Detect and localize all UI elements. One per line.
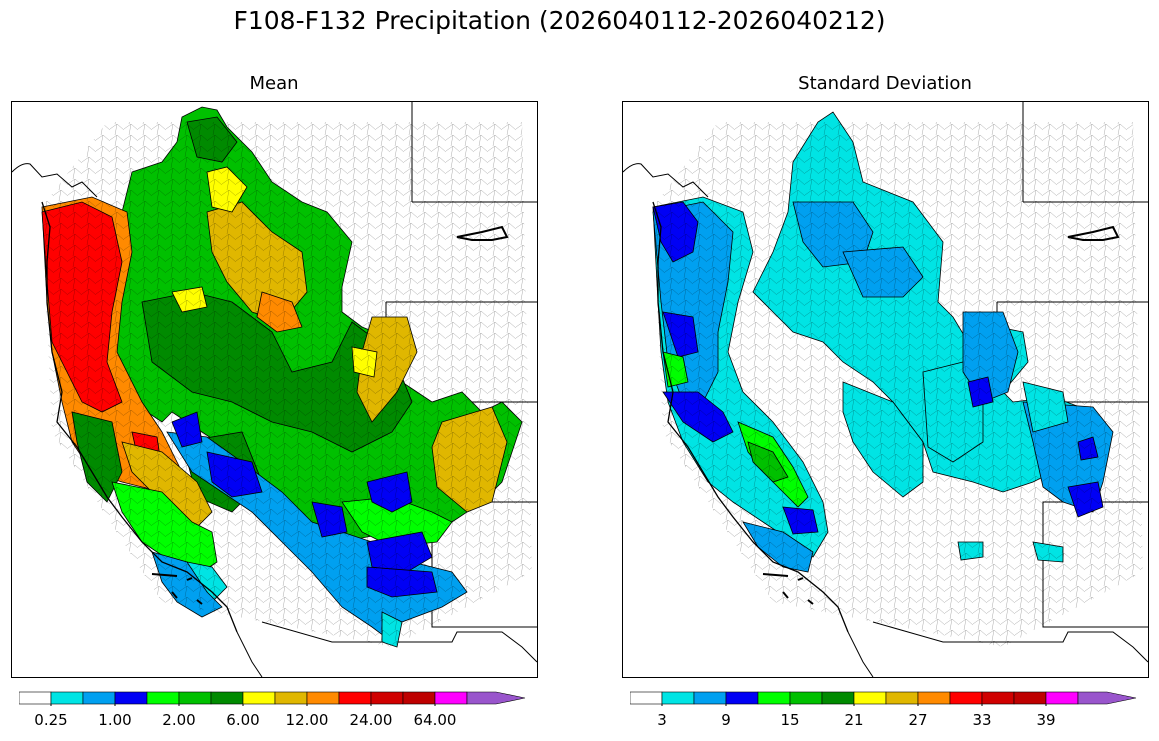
colorbar-swatch bbox=[789, 691, 823, 705]
mean-map-svg bbox=[12, 102, 537, 677]
colorbar-tick-label: 15 bbox=[780, 711, 800, 729]
colorbar-swatch bbox=[917, 691, 951, 705]
colorbar-swatch bbox=[434, 691, 468, 705]
colorbar-swatch bbox=[19, 691, 52, 705]
colorbar-tick-label: 33 bbox=[972, 711, 992, 729]
panel-title-stddev: Standard Deviation bbox=[798, 73, 972, 94]
colorbar-tick-label: 39 bbox=[1036, 711, 1056, 729]
colorbar-swatch bbox=[306, 691, 340, 705]
colorbar-tick-label: 24.00 bbox=[349, 711, 393, 729]
colorbar-swatch bbox=[630, 691, 663, 705]
colorbar-swatch bbox=[949, 691, 983, 705]
colorbar-swatch bbox=[242, 691, 276, 705]
colorbar-swatch bbox=[466, 691, 526, 705]
colorbar-swatch bbox=[178, 691, 212, 705]
colorbar-swatch bbox=[210, 691, 244, 705]
colorbar-tick-label: 64.00 bbox=[413, 711, 457, 729]
colorbar-stddev bbox=[630, 691, 1137, 706]
colorbar-swatch bbox=[981, 691, 1015, 705]
colorbar-tick-label: 1.00 bbox=[98, 711, 132, 729]
colorbar-swatch bbox=[853, 691, 887, 705]
colorbar-swatch bbox=[821, 691, 855, 705]
colorbar-tick-label: 3 bbox=[657, 711, 667, 729]
colorbar-swatch bbox=[1045, 691, 1079, 705]
colorbar-tick-label: 6.00 bbox=[226, 711, 260, 729]
colorbar-swatch bbox=[82, 691, 116, 705]
colorbar-tick-label: 0.25 bbox=[34, 711, 68, 729]
colorbar-swatch bbox=[50, 691, 84, 705]
stddev-map-svg bbox=[623, 102, 1148, 677]
colorbar-swatch bbox=[114, 691, 148, 705]
colorbar-swatch bbox=[1013, 691, 1047, 705]
colorbar-swatch bbox=[274, 691, 308, 705]
colorbar-mean bbox=[19, 691, 526, 706]
colorbar-swatch bbox=[885, 691, 919, 705]
colorbar-swatch bbox=[1077, 691, 1137, 705]
colorbar-swatch bbox=[146, 691, 180, 705]
colorbar-swatch bbox=[338, 691, 372, 705]
coastline bbox=[41, 201, 238, 633]
colorbar-tick-label: 2.00 bbox=[162, 711, 196, 729]
colorbar-swatch bbox=[370, 691, 404, 705]
colorbar-swatch bbox=[757, 691, 791, 705]
colorbar-swatch bbox=[725, 691, 759, 705]
map-mean bbox=[11, 101, 538, 678]
colorbar-tick-label: 27 bbox=[908, 711, 928, 729]
colorbar-swatch bbox=[402, 691, 436, 705]
main-title: F108-F132 Precipitation (2026040112-2026… bbox=[233, 6, 886, 35]
colorbar-swatch bbox=[693, 691, 727, 705]
map-stddev bbox=[622, 101, 1149, 678]
colorbar-tick-label: 12.00 bbox=[285, 711, 329, 729]
colorbar-swatch bbox=[661, 691, 695, 705]
panel-title-mean: Mean bbox=[249, 73, 299, 94]
colorbar-tick-label: 9 bbox=[721, 711, 731, 729]
colorbar-tick-label: 21 bbox=[844, 711, 864, 729]
